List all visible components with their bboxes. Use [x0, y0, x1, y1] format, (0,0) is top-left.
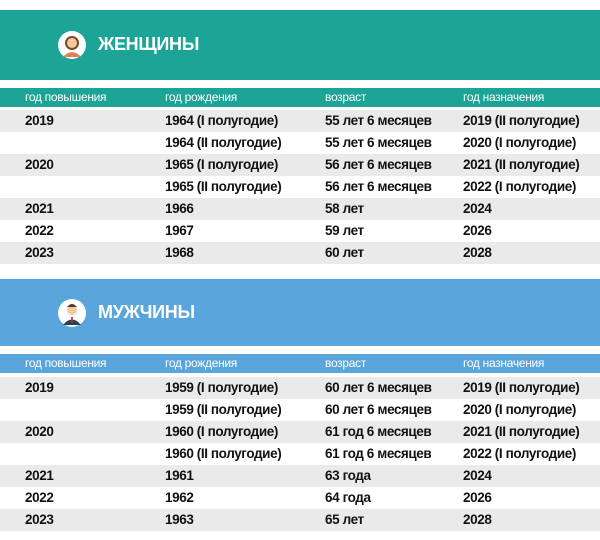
- table-cell: 2023: [25, 245, 54, 260]
- table-row: 2021 1961 63 года 2024: [0, 465, 600, 487]
- table-cell: 1966: [165, 201, 194, 216]
- table-row: 2019 1959 (I полугодие) 60 лет 6 месяцев 20…: [0, 377, 600, 399]
- header-row: год повышения год рождения возраст год назн…: [0, 88, 600, 107]
- table-cell: 1967: [165, 223, 194, 238]
- header-cell: год назначения: [463, 356, 545, 370]
- table-row: 2022 1962 64 года 2026: [0, 487, 600, 509]
- table-cell: 1965 (II полугодие): [165, 179, 282, 194]
- table-row: 1959 (II полугодие) 60 лет 6 месяцев 2020 …: [0, 399, 600, 421]
- table-cell: 1960 (I полугодие): [165, 424, 278, 439]
- table-row: 1964 (II полугодие) 55 лет 6 месяцев 2020 …: [0, 132, 600, 154]
- table-row: 2019 1964 (I полугодие) 55 лет 6 месяцев 20…: [0, 110, 600, 132]
- header-cell: год рождения: [165, 356, 238, 370]
- table-row: 1960 (II полугодие) 61 год 6 месяцев 2022 …: [0, 443, 600, 465]
- table-row: 2020 1960 (I полугодие) 61 год 6 месяцев 20…: [0, 421, 600, 443]
- table-cell: 58 лет: [325, 201, 364, 216]
- table-cell: 1965 (I полугодие): [165, 157, 278, 172]
- table-cell: 2020 (I полугодие): [463, 135, 576, 150]
- table-cell: 60 лет: [325, 245, 364, 260]
- table-cell: 2028: [463, 245, 492, 260]
- table-cell: 2020: [25, 157, 54, 172]
- table-cell: 60 лет 6 месяцев: [325, 402, 432, 417]
- table-cell: 2022 (I полугодие): [463, 446, 576, 461]
- table-cell: 55 лет 6 месяцев: [325, 135, 432, 150]
- table-cell: 2019 (II полугодие): [463, 113, 580, 128]
- table-row: 2023 1968 60 лет 2028: [0, 242, 600, 264]
- table-cell: 59 лет: [325, 223, 364, 238]
- table-cell: 2022: [25, 490, 54, 505]
- table-cell: 2019: [25, 380, 54, 395]
- table-cell: 1959 (II полугодие): [165, 402, 282, 417]
- table-row: 2022 1967 59 лет 2026: [0, 220, 600, 242]
- section-title: ЖЕНЩИНЫ: [98, 34, 200, 54]
- section-banner: МУЖЧИНЫ: [0, 279, 600, 346]
- table-cell: 61 год 6 месяцев: [325, 446, 432, 461]
- table-cell: 2026: [463, 490, 492, 505]
- table-row: 1965 (II полугодие) 56 лет 6 месяцев 2022 …: [0, 176, 600, 198]
- table-cell: 1964 (II полугодие): [165, 135, 282, 150]
- table-row: 2021 1966 58 лет 2024: [0, 198, 600, 220]
- table-cell: 2019 (II полугодие): [463, 380, 580, 395]
- table-cell: 1963: [165, 512, 194, 527]
- table-cell: 2022: [25, 223, 54, 238]
- table-cell: 1968: [165, 245, 194, 260]
- table-cell: 2019: [25, 113, 54, 128]
- header-cell: год назначения: [463, 90, 545, 104]
- table-cell: 1962: [165, 490, 194, 505]
- table-cell: 2020: [25, 424, 54, 439]
- table-cell: 1960 (II полугодие): [165, 446, 282, 461]
- table-cell: 2024: [463, 201, 492, 216]
- header-row: год повышения год рождения возраст год назн…: [0, 354, 600, 373]
- header-cell: возраст: [325, 90, 367, 104]
- section-icon: [58, 298, 86, 327]
- table-cell: 55 лет 6 месяцев: [325, 113, 432, 128]
- table-cell: 2021 (II полугодие): [463, 424, 580, 439]
- table-cell: 56 лет 6 месяцев: [325, 157, 432, 172]
- table-cell: 1959 (I полугодие): [165, 380, 278, 395]
- table-cell: 1964 (I полугодие): [165, 113, 278, 128]
- header-cell: возраст: [325, 356, 367, 370]
- table-cell: 1961: [165, 468, 194, 483]
- table-cell: 2021: [25, 201, 54, 216]
- header-cell: год повышения: [25, 90, 107, 104]
- table-row: 2020 1965 (I полугодие) 56 лет 6 месяцев 20…: [0, 154, 600, 176]
- table-cell: 2020 (I полугодие): [463, 402, 576, 417]
- section-banner: ЖЕНЩИНЫ: [0, 10, 600, 80]
- table-cell: 2026: [463, 223, 492, 238]
- table-cell: 2022 (I полугодие): [463, 179, 576, 194]
- table-cell: 60 лет 6 месяцев: [325, 380, 432, 395]
- table-cell: 2028: [463, 512, 492, 527]
- table-row: 2023 1963 65 лет 2028: [0, 509, 600, 531]
- table-cell: 61 год 6 месяцев: [325, 424, 432, 439]
- section-icon: [58, 31, 86, 59]
- table-cell: 63 года: [325, 468, 371, 483]
- table-cell: 2021: [25, 468, 54, 483]
- table-cell: 2021 (II полугодие): [463, 157, 580, 172]
- table-cell: 65 лет: [325, 512, 364, 527]
- header-cell: год повышения: [25, 356, 107, 370]
- section-title: МУЖЧИНЫ: [98, 301, 195, 322]
- table-cell: 2023: [25, 512, 54, 527]
- table-cell: 2024: [463, 468, 492, 483]
- table-cell: 56 лет 6 месяцев: [325, 179, 432, 194]
- table-cell: 64 года: [325, 490, 371, 505]
- header-cell: год рождения: [165, 90, 238, 104]
